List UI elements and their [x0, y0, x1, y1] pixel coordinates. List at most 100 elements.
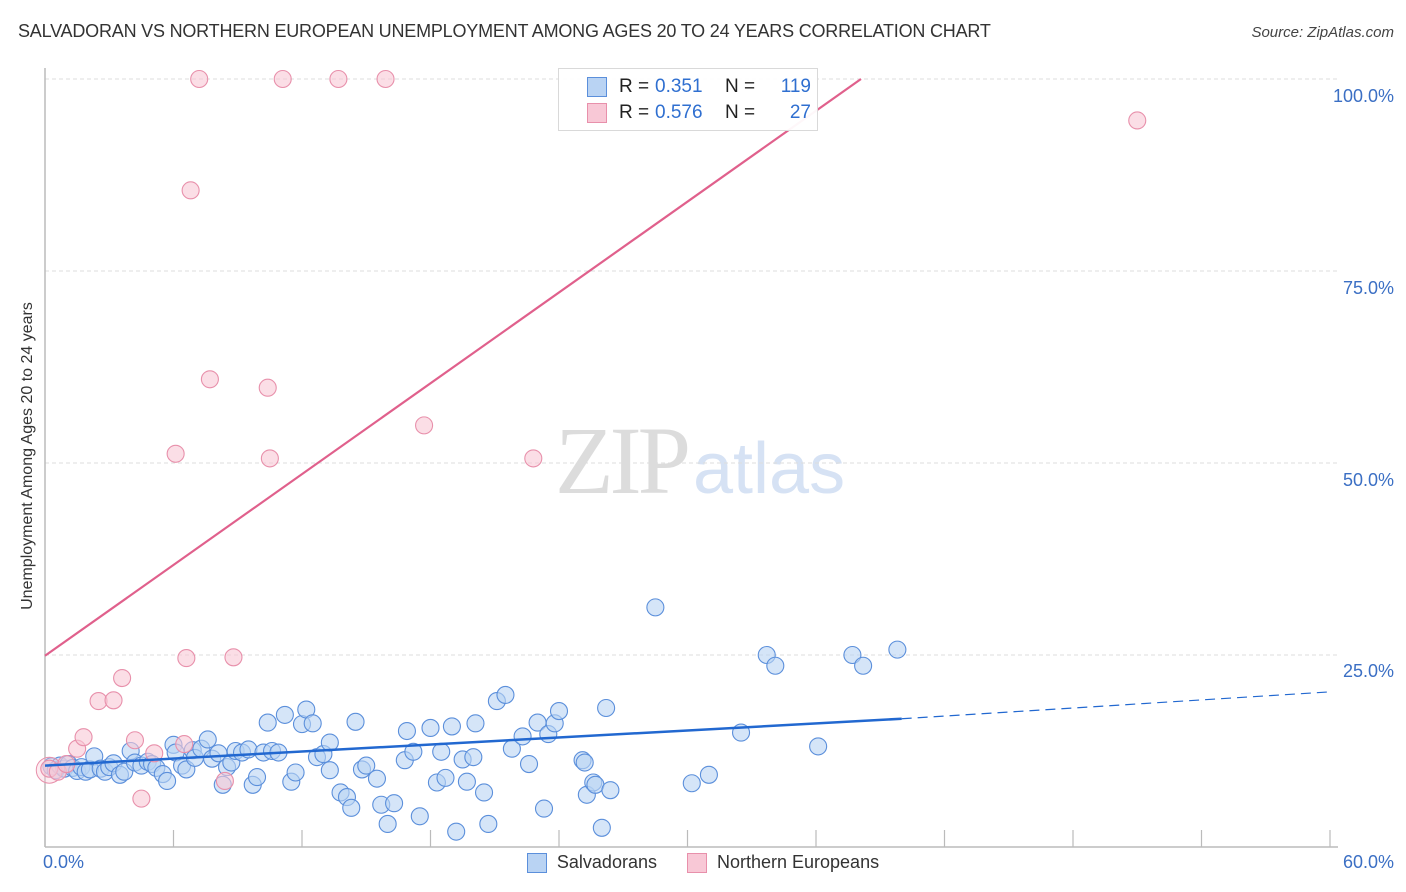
northern-european-point	[74, 728, 93, 747]
salvadoran-point	[320, 761, 339, 780]
salvadoran-point	[592, 818, 611, 837]
chart-title: SALVADORAN VS NORTHERN EUROPEAN UNEMPLOY…	[18, 21, 991, 41]
northern-european-point	[104, 691, 123, 710]
x-tick-max: 60.0%	[1342, 852, 1394, 872]
legend-item-northern-europeans[interactable]: Northern Europeans	[686, 852, 880, 873]
northern-european-point	[524, 449, 543, 468]
series-legend: Salvadorans Northern Europeans	[0, 852, 1406, 873]
salvadoran-point	[575, 753, 594, 772]
salvadoran-point	[397, 721, 416, 741]
salvadoran-point	[404, 742, 423, 761]
salvadoran-point	[432, 742, 451, 761]
salvadorans-trend-line	[44, 717, 902, 767]
northern-european-point	[145, 744, 164, 763]
legend-item-salvadorans[interactable]: Salvadorans	[526, 852, 657, 873]
northern-europeans-points	[40, 69, 1147, 808]
northern-european-point	[177, 649, 196, 668]
y-tick-25: 25.0%	[1342, 661, 1394, 681]
northern-europeans-trend-line	[44, 78, 862, 657]
salvadoran-point	[809, 737, 828, 756]
salvadoran-point	[682, 774, 701, 793]
salvadoran-point	[303, 714, 322, 733]
salvadoran-point	[549, 702, 569, 721]
salvadoran-point	[410, 807, 429, 826]
r-value: 0.576	[655, 102, 703, 123]
northern-european-point	[260, 449, 279, 468]
northern-european-point	[166, 444, 185, 463]
trend-lines	[44, 78, 1331, 767]
n-label: N =	[725, 102, 756, 123]
salvadoran-point	[442, 717, 461, 736]
n-value: 119	[780, 76, 811, 97]
northern-european-point	[190, 69, 209, 89]
salvadoran-point	[457, 772, 476, 791]
salvadoran-point	[646, 598, 665, 617]
salvadoran-point	[466, 714, 485, 733]
source-credit: Source: ZipAtlas.com	[1251, 24, 1394, 41]
northern-european-point	[329, 69, 348, 89]
northern-european-point	[200, 370, 219, 389]
salvadorans-trend-extension	[901, 691, 1331, 720]
salvadoran-point	[843, 645, 862, 665]
salvadoran-point	[464, 748, 483, 767]
northern-european-point	[89, 692, 108, 711]
legend-label: Salvadorans	[556, 852, 657, 872]
r-label: R =	[619, 102, 650, 123]
n-label: N =	[725, 76, 756, 97]
x-tick-min: 0.0%	[43, 852, 85, 872]
northern-european-point	[1128, 111, 1147, 130]
salvadorans-points	[35, 598, 907, 841]
y-tick-50: 50.0%	[1342, 470, 1394, 490]
salvadoran-point	[286, 763, 305, 782]
northern-european-point	[224, 648, 243, 667]
salvadoran-point	[198, 730, 217, 749]
correlation-legend: R = 0.351 N = 119 R = 0.576 N = 27	[558, 68, 818, 131]
northern-european-point	[181, 181, 200, 200]
northern-european-point	[132, 789, 151, 808]
legend-row-salvadorans: R = 0.351 N = 119	[587, 75, 811, 99]
salvadoran-point	[385, 794, 404, 813]
salvadoran-point	[367, 769, 387, 788]
legend-row-northern-europeans: R = 0.576 N = 27	[587, 101, 811, 125]
northern-european-point	[215, 771, 234, 791]
salvadoran-point	[275, 705, 294, 724]
salvadoran-point	[766, 656, 785, 675]
salvadoran-point	[342, 798, 361, 817]
salvadoran-point	[854, 656, 873, 675]
salvadoran-point	[519, 755, 539, 774]
northern-european-point	[113, 668, 132, 688]
northern-europeans-swatch-icon	[686, 852, 707, 873]
northern-european-point	[415, 416, 434, 435]
salvadoran-point	[346, 712, 365, 731]
salvadoran-point	[474, 783, 494, 802]
salvadoran-point	[158, 771, 177, 791]
salvadoran-point	[357, 756, 376, 775]
salvadoran-point	[699, 765, 718, 784]
salvadoran-point	[436, 768, 455, 787]
northern-european-point	[273, 69, 292, 89]
y-tick-75: 75.0%	[1342, 278, 1394, 298]
salvadoran-point	[534, 799, 554, 818]
northern-europeans-swatch-icon	[587, 103, 607, 123]
salvadoran-point	[421, 718, 440, 738]
salvadoran-point	[888, 640, 907, 659]
salvadoran-point	[513, 727, 532, 746]
salvadoran-point	[258, 713, 277, 732]
northern-european-point	[125, 731, 144, 750]
r-label: R =	[619, 76, 650, 97]
salvadoran-point	[496, 685, 515, 704]
legend-label: Northern Europeans	[716, 852, 880, 872]
y-tick-100: 100.0%	[1332, 86, 1394, 106]
salvadorans-swatch-icon	[587, 77, 607, 97]
northern-european-point	[258, 378, 277, 397]
salvadoran-point	[601, 781, 620, 800]
salvadorans-swatch-icon	[526, 852, 547, 873]
salvadoran-point	[597, 698, 616, 718]
n-value: 27	[789, 102, 811, 123]
salvadoran-point	[447, 822, 466, 841]
salvadoran-point	[586, 775, 605, 794]
salvadoran-point	[247, 768, 267, 787]
salvadoran-point	[479, 814, 498, 834]
axes	[44, 68, 1338, 848]
